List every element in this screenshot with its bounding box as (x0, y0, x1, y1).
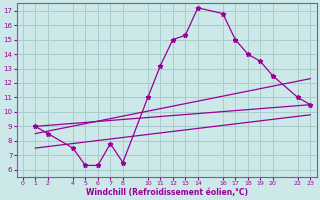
X-axis label: Windchill (Refroidissement éolien,°C): Windchill (Refroidissement éolien,°C) (85, 188, 248, 197)
